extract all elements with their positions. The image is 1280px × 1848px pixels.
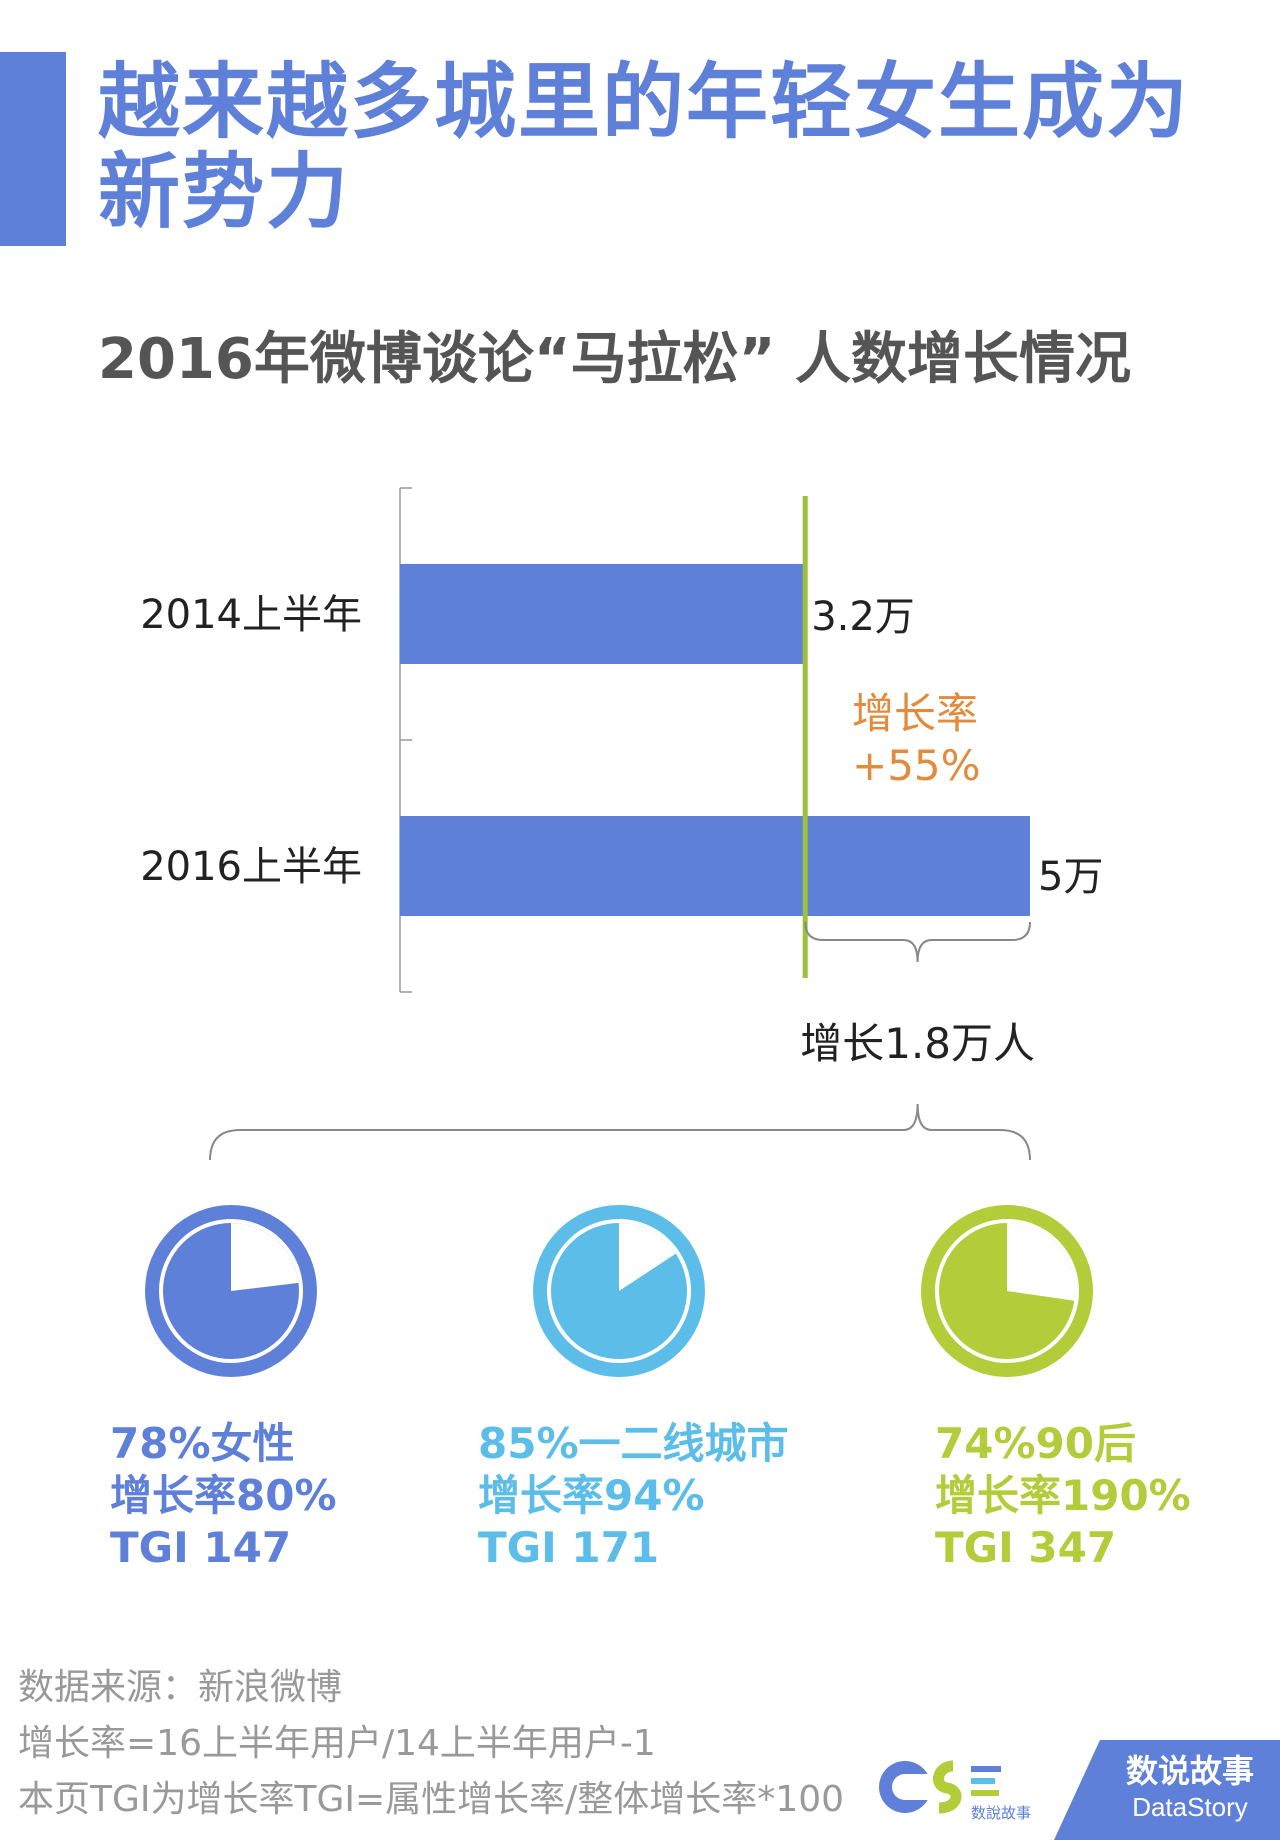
segment-share: 85%一二线城市 (478, 1419, 789, 1468)
segment-share: 74%90后 (935, 1419, 1136, 1468)
datastory-logo-icon: 数說故事 (879, 1760, 1031, 1822)
segment-text-city: 85%一二线城市 增长率94% TGI 171 (478, 1418, 789, 1574)
logo-text: 数說故事 (971, 1804, 1031, 1822)
bar-chart: 2014上半年 3.2万 2016上半年 5万 增长率+55% 增长1.8万人 (140, 487, 1103, 1160)
difference-brace (804, 921, 1031, 963)
segment-growth: 增长率94% (478, 1471, 705, 1520)
category-label: 2014上半年 (140, 592, 362, 638)
segment-pie-90s (921, 1205, 1093, 1377)
chart-subtitle: 2016年微博谈论“马拉松” 人数增长情况 (98, 327, 1131, 392)
segment-pie-city (533, 1205, 705, 1377)
segment-share: 78%女性 (110, 1419, 295, 1468)
page-title: 越来越多城里的年轻女生成为新势力 (98, 55, 1191, 240)
segment-text-90s: 74%90后 增长率190% TGI 347 (935, 1418, 1191, 1574)
value-label: 5万 (1038, 854, 1103, 900)
segment-pie-women (145, 1205, 317, 1377)
brand-badge: 数说故事 DataStory (1110, 1752, 1270, 1824)
tgi-note: 本页TGI为增长率TGI=属性增长率/整体增长率*100 (18, 1779, 845, 1820)
segment-text-women: 78%女性 增长率80% TGI 147 (110, 1418, 337, 1574)
value-label: 3.2万 (811, 594, 915, 640)
segment-growth: 增长率80% (110, 1471, 337, 1520)
footer-notes: 数据来源：新浪微博 增长率=16上半年用户/14上半年用户-1 本页TGI为增长… (18, 1660, 844, 1828)
increase-label: 增长1.8万人 (800, 1019, 1035, 1068)
segment-growth: 增长率190% (935, 1471, 1191, 1520)
pie-chart-icon (145, 1205, 317, 1377)
data-source: 数据来源：新浪微博 (18, 1667, 343, 1708)
title-accent-bar (0, 52, 66, 246)
bar (400, 564, 804, 664)
pie-chart-icon (921, 1205, 1093, 1377)
brand-name-en: DataStory (1132, 1792, 1248, 1822)
pie-wedge (1007, 1223, 1075, 1301)
pie-inner-ring (159, 1219, 303, 1363)
segment-tgi: TGI 171 (478, 1523, 660, 1572)
segment-tgi: TGI 147 (110, 1523, 292, 1572)
category-label: 2016上半年 (140, 844, 362, 890)
pie-wedge (619, 1223, 676, 1291)
pie-chart-icon (533, 1205, 705, 1377)
bar (400, 816, 1030, 916)
brand-name-cn: 数说故事 (1125, 1752, 1254, 1790)
pie-inner-ring (547, 1219, 691, 1363)
pie-wedge (231, 1223, 299, 1291)
growth-rate-label: 增长率 (852, 689, 978, 738)
segment-brace (209, 1103, 1031, 1160)
growth-formula: 增长率=16上半年用户/14上半年用户-1 (18, 1723, 656, 1764)
growth-rate-value: +55% (852, 741, 981, 790)
pie-inner-ring (935, 1219, 1079, 1363)
brand-badge-bg (1054, 1740, 1280, 1840)
segment-tgi: TGI 347 (935, 1523, 1117, 1572)
